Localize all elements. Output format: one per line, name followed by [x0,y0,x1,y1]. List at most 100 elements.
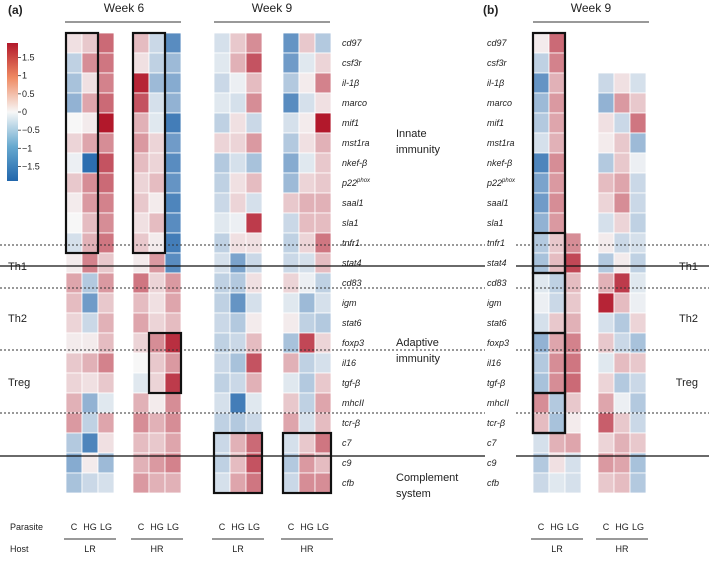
parasite-label: LG [632,522,644,532]
heatmap-cell [148,212,166,234]
heatmap-cell [148,432,166,454]
heatmap-cell [97,92,115,114]
gene-label: mhcII [342,398,365,408]
heatmap-cell [282,192,300,214]
heatmap-cell [613,372,631,394]
heatmap-cell [597,292,615,314]
gene-label: marco [342,98,367,108]
gene-label: tnfr1 [487,238,505,248]
heatmap-cell [229,392,247,414]
heatmap-cell [81,292,99,314]
heatmap-cell [164,292,182,314]
heatmap-cell [613,192,631,214]
heatmap-cell [629,272,647,294]
heatmap-cell [282,152,300,174]
celltype-th1-b: Th1 [679,261,698,273]
heatmap-cell [164,152,182,174]
heatmap-cell [532,432,550,454]
heatmap-cell [245,32,263,54]
heatmap-cell [229,72,247,94]
heatmap-cell [65,52,83,74]
heatmap-cell [245,132,263,154]
heatmap-cell [213,432,231,454]
heatmap-cell [298,412,316,434]
heatmap-cell [81,392,99,414]
heatmap-cell [532,112,550,134]
heatmap-cell [132,352,150,374]
heatmap-cell [548,252,566,274]
heatmap-cell [282,312,300,334]
heatmap-cell [164,192,182,214]
heatmap-cell [597,92,615,114]
heatmap-cell [245,52,263,74]
heatmap-cell [613,232,631,254]
heatmap-cell [81,252,99,274]
gene-label: tgf-β [487,378,505,388]
heatmap-cell [298,392,316,414]
heatmap-cell [132,192,150,214]
heatmap-cell [532,32,550,54]
highlight-box [64,31,100,255]
heatmap-cell [213,92,231,114]
gene-label: mif1 [487,118,504,128]
heatmap-cell [81,112,99,134]
heatmap-cell [132,312,150,334]
heatmap-cell [548,432,566,454]
heatmap-cell [148,92,166,114]
heatmap-cell [164,312,182,334]
heatmap-cell [213,52,231,74]
heatmap-cell [314,272,332,294]
heatmap-cell [148,472,166,494]
heatmap-cell [164,472,182,494]
heatmap-cell [164,272,182,294]
heatmap-cell [245,252,263,274]
gene-label: il16 [487,358,501,368]
heatmap-cell [613,92,631,114]
parasite-label: LG [567,522,579,532]
heatmap-cell [613,432,631,454]
heatmap-cell [282,172,300,194]
heatmap-cell [164,232,182,254]
gene-label: mst1ra [487,138,515,148]
parasite-label: C [219,522,226,532]
heatmap-cell [65,192,83,214]
gene-label: sla1 [342,218,359,228]
heatmap-cell [629,112,647,134]
category-innate-line1: Innate [396,128,427,140]
heatmap-cell [564,372,582,394]
heatmap-cell [282,92,300,114]
heatmap-cell [282,292,300,314]
heatmap-cell [314,132,332,154]
heatmap-cell [132,152,150,174]
heatmap-cell [597,472,615,494]
heatmap-cell [164,352,182,374]
heatmap-cell [564,352,582,374]
heatmap-cell [132,112,150,134]
host-label: LR [84,544,96,554]
parasite-label: HG [231,522,245,532]
category-adaptive-line1: Adaptive [396,337,439,349]
heatmap-cell [629,152,647,174]
heatmap-cell [164,372,182,394]
host-label: HR [616,544,629,554]
heatmap-cell [564,412,582,434]
heatmap-cell [282,232,300,254]
gene-labels-a: cd97 csf3r il-1β marco mif1 mst1ra nkef-β p22ph… [341,38,371,488]
heatmap-cell [314,292,332,314]
heatmap-cell [65,272,83,294]
heatmap-cell [65,292,83,314]
heatmap-cell [629,92,647,114]
heatmap-cell [132,292,150,314]
week-header-a-9: Week 9 [252,1,293,15]
heatmap-cell [548,352,566,374]
heatmap-cell [213,312,231,334]
heatmap-cell [314,372,332,394]
heatmap-cell [164,412,182,434]
parasite-label: C [603,522,610,532]
heatmap-cell [148,292,166,314]
gene-label: cd97 [342,38,363,48]
heatmap-cell [132,392,150,414]
gene-label: csf3r [342,58,363,68]
heatmap-cell [314,252,332,274]
heatmap-cell [245,412,263,434]
